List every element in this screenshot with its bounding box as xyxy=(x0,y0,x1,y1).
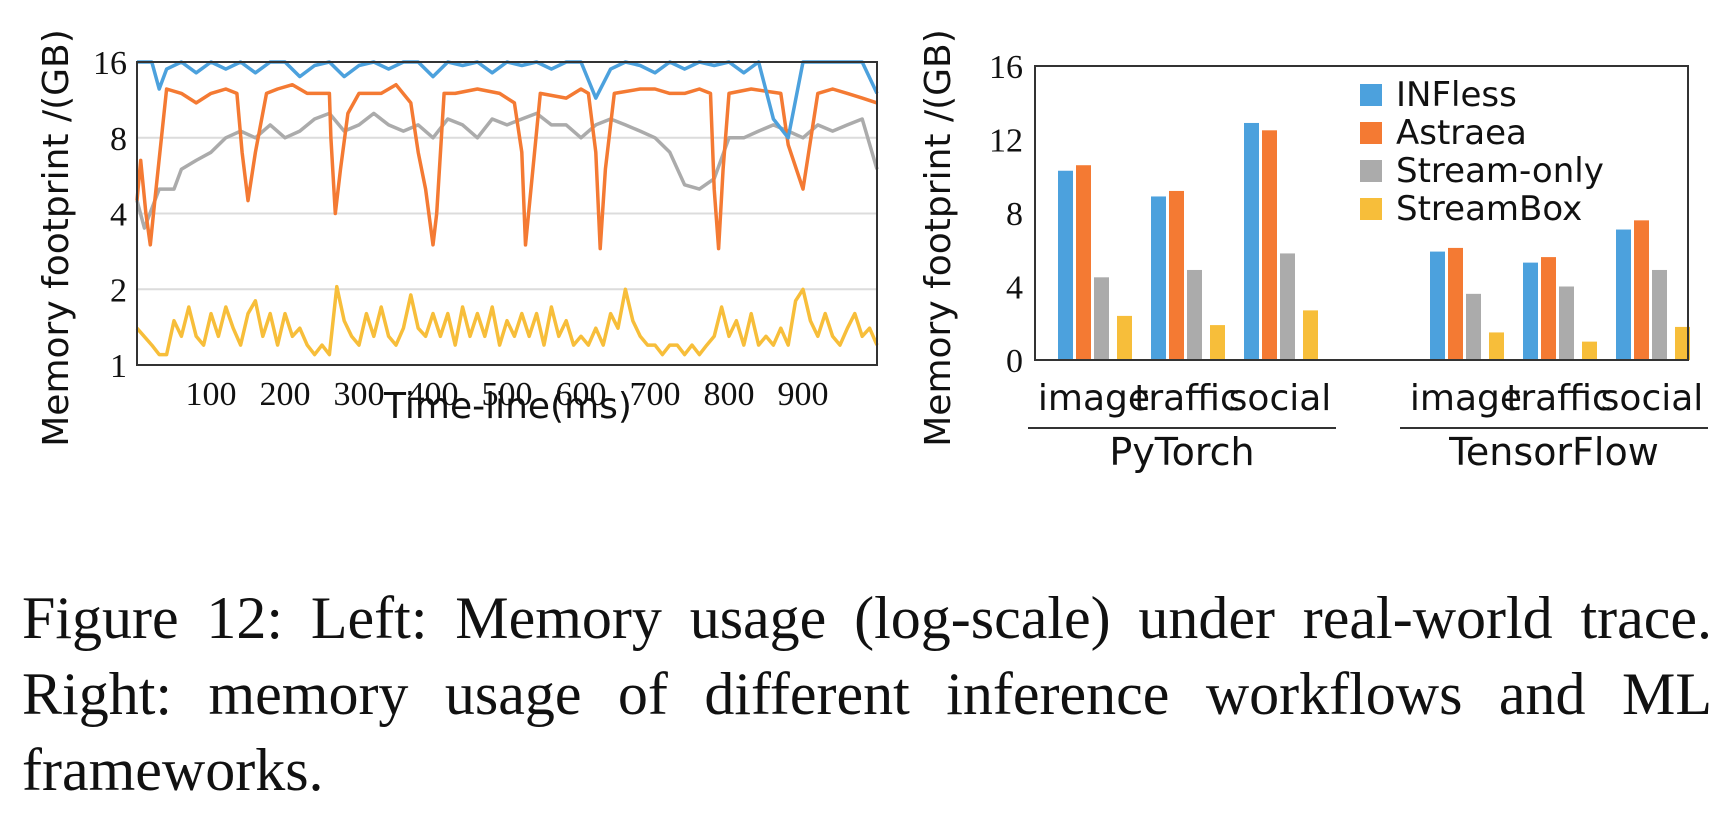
right-category-labels: imagetrafficsocialPyTorchimagetrafficsoc… xyxy=(1028,378,1708,474)
left-x-tick-label: 400 xyxy=(408,376,459,413)
left-x-tick-label: 900 xyxy=(778,376,829,413)
bar-infless xyxy=(1151,196,1166,360)
right-bars xyxy=(1058,122,1690,361)
bar-infless xyxy=(1616,229,1631,360)
left-y-tick-label: 1 xyxy=(110,348,127,385)
bar-stream-only xyxy=(1280,253,1295,360)
bar-astraea xyxy=(1262,130,1277,360)
group-label: TensorFlow xyxy=(1448,430,1659,474)
bar-streambox xyxy=(1210,325,1225,360)
legend-swatch xyxy=(1360,198,1382,220)
category-label: social xyxy=(1601,378,1704,419)
right-y-tick-label: 4 xyxy=(1006,270,1023,307)
left-x-tick-label: 700 xyxy=(630,376,681,413)
left-x-ticks: 100 200 300 400 500 600 700 800 900 xyxy=(186,376,829,413)
bar-astraea xyxy=(1448,247,1463,360)
bar-stream-only xyxy=(1652,269,1667,360)
category-label: traffic xyxy=(1506,378,1612,419)
bar-streambox xyxy=(1303,310,1318,360)
left-y-ticks: 1 2 4 8 16 xyxy=(93,45,127,385)
legend-swatch xyxy=(1360,160,1382,182)
bar-infless xyxy=(1523,262,1538,360)
left-y-tick-label: 2 xyxy=(110,272,127,309)
legend-label: StreamBox xyxy=(1396,189,1582,229)
left-x-tick-label: 200 xyxy=(260,376,311,413)
category-label: image xyxy=(1038,378,1150,419)
legend-swatch xyxy=(1360,122,1382,144)
legend-swatch xyxy=(1360,84,1382,106)
right-y-ticks: 0 4 8 12 16 xyxy=(989,49,1023,380)
right-plot-frame xyxy=(1034,65,1689,361)
line-streambox xyxy=(135,284,879,357)
left-x-axis-label: Time-line(ms) xyxy=(383,386,632,427)
right-y-axis-label: Memory footprint /(GB) xyxy=(918,29,959,447)
bar-astraea xyxy=(1169,190,1184,360)
bar-infless xyxy=(1244,122,1259,361)
bar-astraea xyxy=(1634,220,1649,360)
line-stream-only xyxy=(135,111,879,230)
bar-stream-only xyxy=(1187,269,1202,360)
legend-label: INFless xyxy=(1396,75,1517,115)
bar-streambox xyxy=(1489,332,1504,360)
left-x-tick-label: 800 xyxy=(704,376,755,413)
bar-astraea xyxy=(1541,257,1556,360)
line-infless xyxy=(137,60,879,140)
left-y-tick-label: 8 xyxy=(110,121,127,158)
left-y-tick-label: 16 xyxy=(93,45,127,82)
left-x-tick-label: 600 xyxy=(556,376,607,413)
left-x-tick-label: 100 xyxy=(186,376,237,413)
left-x-tick-label: 500 xyxy=(482,376,533,413)
category-label: social xyxy=(1229,378,1332,419)
bar-streambox xyxy=(1117,315,1132,360)
left-series-lines xyxy=(135,60,879,357)
figure-caption: Figure 12: Left: Memory usage (log-scale… xyxy=(22,585,1712,803)
right-y-tick-label: 12 xyxy=(989,123,1023,160)
legend-label: Stream-only xyxy=(1396,151,1604,191)
legend-label: Astraea xyxy=(1396,113,1527,153)
left-y-axis-label: Memory footprint /(GB) xyxy=(36,29,77,447)
left-plot-frame xyxy=(136,61,878,366)
category-label: image xyxy=(1410,378,1522,419)
right-y-tick-label: 16 xyxy=(989,49,1023,86)
left-y-tick-label: 4 xyxy=(110,197,127,234)
bar-infless xyxy=(1430,251,1445,360)
bar-stream-only xyxy=(1466,293,1481,360)
bar-streambox xyxy=(1582,341,1597,360)
left-line-chart: 1 2 4 8 16 100 200 300 400 500 600 700 800 900 Time-… xyxy=(36,29,879,447)
bar-infless xyxy=(1058,170,1073,360)
right-y-tick-label: 8 xyxy=(1006,196,1023,233)
bar-stream-only xyxy=(1094,277,1109,360)
bar-stream-only xyxy=(1559,286,1574,360)
right-y-tick-label: 0 xyxy=(1006,343,1023,380)
line-astraea xyxy=(135,82,878,251)
category-label: traffic xyxy=(1134,378,1240,419)
left-x-tick-label: 300 xyxy=(334,376,385,413)
bar-astraea xyxy=(1076,165,1091,360)
group-label: PyTorch xyxy=(1109,430,1254,474)
bar-streambox xyxy=(1675,326,1690,360)
